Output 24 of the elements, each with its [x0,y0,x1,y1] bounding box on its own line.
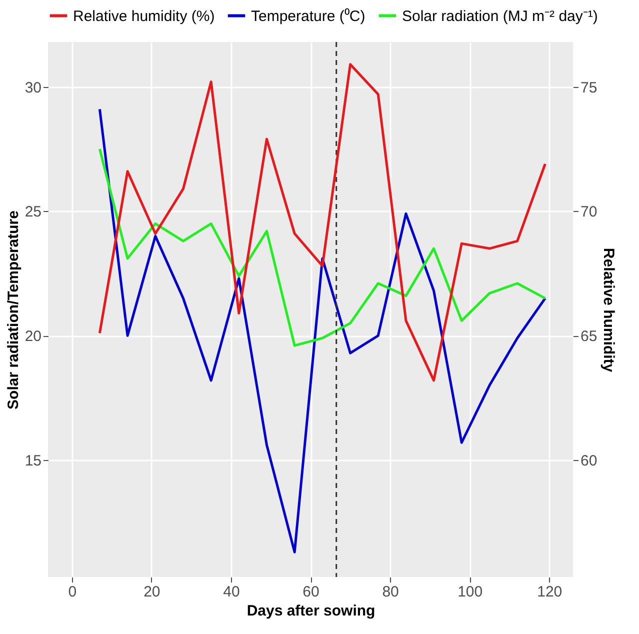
line-series [98,63,546,382]
x-tick-label: 20 [144,584,160,600]
x-tick-label: 60 [302,584,320,600]
x-tick-label: 100 [458,584,483,600]
y-axis-title: Solar radiation/Temperature [4,210,22,410]
y2-tick-label: 75 [580,79,598,96]
y2-tick-label: 65 [580,328,598,346]
line-series [98,148,546,347]
x-tick-label: 120 [537,584,562,600]
y-tick-label: 30 [24,79,42,96]
y-tick-label: 20 [24,328,42,346]
y2-tick-label: 70 [580,204,598,221]
x-tick-label: 0 [68,584,77,600]
x-tick-label: 40 [223,584,240,600]
y2-tick-label: 60 [580,452,598,470]
line-series [98,108,546,554]
legend-label: Solar radiation (MJ m⁻² day⁻¹) [402,8,598,25]
x-tick-label: 80 [382,584,399,600]
legend-label: Temperature (⁰C) [251,8,366,25]
y2-axis-title: Relative humidity [600,248,618,373]
y-tick-label: 15 [24,452,42,470]
x-axis-title: Days after sowing [246,602,376,620]
legend-label: Relative humidity (%) [73,8,215,25]
y-tick-label: 25 [24,204,42,221]
